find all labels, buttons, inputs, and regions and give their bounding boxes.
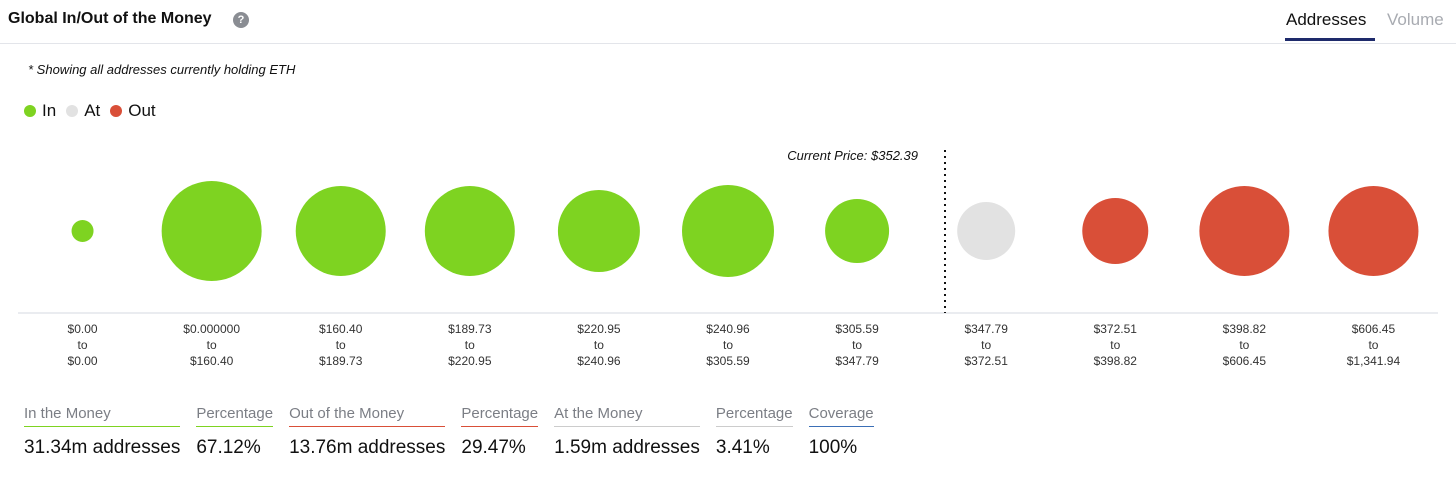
tick-label-to: $189.73 — [319, 354, 363, 368]
stat-in-the-money: In the Money 31.34m addresses — [24, 405, 181, 459]
tick-label-to-word: to — [1368, 338, 1378, 352]
page-title: Global In/Out of the Money — [8, 10, 212, 27]
legend-label-out: Out — [128, 101, 156, 120]
stat-in-percentage: Percentage 67.12% — [196, 405, 274, 459]
tick-label-to-word: to — [465, 338, 475, 352]
tick-label-to: $160.40 — [190, 354, 234, 368]
active-tab-indicator — [1285, 38, 1375, 41]
stat-at-the-money: At the Money 1.59m addresses — [554, 405, 700, 459]
tick-label-from: $398.82 — [1223, 322, 1267, 336]
stat-label: Out of the Money — [289, 405, 446, 427]
tick-label-to-word: to — [852, 338, 862, 352]
legend-label-at: At — [84, 101, 101, 120]
tick-label-to-word: to — [594, 338, 604, 352]
tick-label-to-word: to — [207, 338, 217, 352]
bubble-out-10[interactable] — [1328, 186, 1419, 276]
tick-label-to-word: to — [981, 338, 991, 352]
stat-out-of-the-money: Out of the Money 13.76m addresses — [289, 405, 446, 459]
tick-label-from: $220.95 — [577, 322, 621, 336]
stat-value: 29.47% — [461, 437, 526, 458]
bubble-in-0[interactable] — [71, 220, 94, 242]
current-price-label: Current Price: $352.39 — [787, 148, 918, 163]
tick-label-to: $372.51 — [964, 354, 1008, 368]
tick-label-to-word: to — [78, 338, 88, 352]
tick-label-from: $347.79 — [964, 322, 1008, 336]
tick-label-to: $0.00 — [68, 354, 98, 368]
stats-row: In the Money 31.34m addresses Percentage… — [24, 405, 890, 459]
header: Global In/Out of the Money ? Addresses V… — [0, 0, 1456, 44]
tick-label-from: $160.40 — [319, 322, 363, 336]
tick-label-from: $372.51 — [1094, 322, 1138, 336]
tick-label-to-word: to — [336, 338, 346, 352]
stat-label: Percentage — [715, 405, 793, 427]
tick-label-from: $305.59 — [835, 322, 879, 336]
bubble-out-8[interactable] — [1082, 198, 1149, 264]
legend-item-in[interactable]: In — [24, 101, 56, 121]
holding-note: * Showing all addresses currently holdin… — [28, 62, 296, 77]
stat-value: 67.12% — [196, 437, 261, 458]
tick-label-to: $1,341.94 — [1347, 354, 1401, 368]
stat-label: In the Money — [24, 405, 181, 427]
tab-volume[interactable]: Volume — [1387, 10, 1444, 29]
stat-value: 100% — [808, 437, 858, 458]
bubble-out-9[interactable] — [1199, 186, 1290, 276]
bubble-at-7[interactable] — [957, 202, 1016, 260]
bubbles-group — [71, 181, 1419, 281]
tick-label-to: $347.79 — [835, 354, 879, 368]
bubble-in-4[interactable] — [557, 190, 640, 272]
tick-label-from: $189.73 — [448, 322, 492, 336]
bubble-in-1[interactable] — [161, 181, 262, 281]
tab-addresses[interactable]: Addresses — [1286, 10, 1367, 29]
tick-label-to: $398.82 — [1094, 354, 1138, 368]
tick-label-from: $0.000000 — [183, 322, 240, 336]
tick-label-to-word: to — [1110, 338, 1120, 352]
stat-label: At the Money — [554, 405, 700, 427]
stat-value: 31.34m addresses — [24, 437, 181, 458]
legend-dot-out — [110, 105, 123, 117]
tick-label-to-word: to — [1239, 338, 1249, 352]
stat-value: 1.59m addresses — [554, 437, 700, 458]
tick-label-from: $240.96 — [706, 322, 750, 336]
legend-label-in: In — [42, 101, 57, 120]
bubble-chart: Current Price: $352.39 $0.00to$0.00$0.00… — [18, 148, 1438, 368]
tick-label-to: $606.45 — [1223, 354, 1267, 368]
stat-label: Percentage — [196, 405, 274, 427]
bubble-in-6[interactable] — [825, 199, 890, 263]
legend-dot-in — [24, 105, 36, 117]
bubble-in-5[interactable] — [682, 185, 774, 277]
stat-value: 3.41% — [715, 437, 770, 458]
tick-label-to: $240.96 — [577, 354, 621, 368]
tick-label-to: $305.59 — [706, 354, 750, 368]
legend: In At Out — [24, 100, 166, 122]
tick-label-from: $0.00 — [68, 322, 98, 336]
tick-label-to: $220.95 — [448, 354, 492, 368]
tick-labels-group: $0.00 to $0.00 $0.000000 to $160.40 $160.40 to $… — [68, 322, 1401, 368]
stat-coverage: Coverage 100% — [808, 405, 874, 459]
tick-label-to-word: to — [723, 338, 733, 352]
stat-at-percentage: Percentage 3.41% — [715, 405, 793, 459]
bubble-in-3[interactable] — [424, 186, 515, 276]
legend-item-at[interactable]: At — [66, 101, 100, 121]
stat-out-percentage: Percentage 29.47% — [461, 405, 539, 459]
stat-value: 13.76m addresses — [289, 437, 446, 458]
legend-item-out[interactable]: Out — [110, 101, 156, 121]
stat-label: Coverage — [808, 405, 874, 427]
question-circle-icon[interactable]: ? — [233, 12, 249, 28]
bubble-in-2[interactable] — [295, 186, 386, 276]
stat-label: Percentage — [461, 405, 539, 427]
tick-label-from: $606.45 — [1352, 322, 1396, 336]
legend-dot-at — [66, 105, 79, 117]
